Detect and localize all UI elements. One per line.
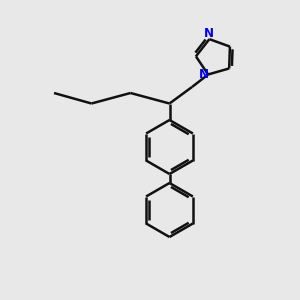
Text: N: N (199, 68, 208, 81)
Text: N: N (204, 27, 214, 40)
